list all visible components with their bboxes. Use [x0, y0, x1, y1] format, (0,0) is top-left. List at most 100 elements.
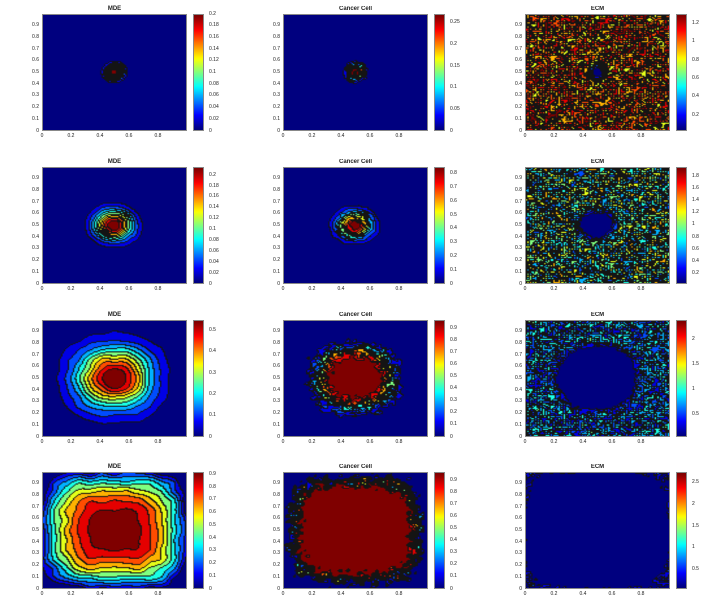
heatmap-field — [43, 321, 186, 436]
colorbar-tick-label: 0 — [450, 433, 453, 440]
x-tick-label: 0.6 — [366, 133, 374, 139]
y-tick-label: 0.4 — [515, 80, 522, 87]
colorbar-tick-label: 0.04 — [209, 258, 219, 265]
y-tick-label: 0.6 — [273, 210, 280, 217]
x-tick-label: 0.4 — [96, 133, 104, 139]
colorbar-tick-label: 0.12 — [209, 215, 219, 222]
y-tick-label: 0.9 — [32, 328, 39, 335]
colorbar-tick-label: 1 — [692, 221, 695, 228]
colorbar-tick-label: 0 — [450, 280, 453, 287]
y-tick-label: 0.5 — [32, 527, 39, 533]
y-tick-label: 0.5 — [273, 375, 280, 381]
x-tick-label: 0.2 — [67, 591, 75, 597]
y-tick-label: 0.2 — [273, 257, 280, 264]
y-tick-label: 0.9 — [515, 480, 522, 487]
y-tick-label: 0.1 — [515, 115, 522, 122]
y-tick-label: 0.1 — [515, 421, 522, 428]
x-tick-label: 0.8 — [395, 591, 403, 597]
colorbar-gradient — [677, 321, 686, 436]
colorbar-tick-label: 0.2 — [450, 252, 457, 259]
y-tick-label: 0.6 — [515, 210, 522, 217]
colorbar — [193, 320, 204, 437]
y-tick-label: 0 — [277, 433, 280, 440]
colorbar-tick-label: 0 — [209, 127, 212, 134]
x-tick-label: 0 — [523, 591, 527, 597]
y-tick-label: 0.9 — [32, 175, 39, 182]
colorbar-gradient — [677, 15, 686, 130]
colorbar-tick-label: 0.3 — [450, 549, 457, 556]
x-tick-label: 0.6 — [125, 439, 133, 445]
y-tick-label: 0.8 — [32, 33, 39, 40]
y-tick-label: 0.5 — [515, 69, 522, 75]
x-tick-label: 0 — [40, 591, 44, 597]
heatmap-field — [284, 168, 427, 283]
colorbar — [193, 167, 204, 284]
x-tick-label: 0 — [40, 439, 44, 445]
heatmap-axes — [42, 167, 187, 284]
colorbar-tick-label: 0.02 — [209, 269, 219, 276]
y-tick-label: 0.2 — [32, 257, 39, 264]
y-tick-label: 0.4 — [32, 233, 39, 240]
y-tick-label: 0.2 — [32, 562, 39, 569]
y-tick-label: 0.9 — [32, 22, 39, 29]
y-tick-label: 0.8 — [273, 186, 280, 193]
y-tick-label: 0.2 — [273, 104, 280, 111]
x-tick-label: 0.4 — [96, 439, 104, 445]
y-tick-label: 0.8 — [515, 186, 522, 193]
y-tick-label: 0.4 — [273, 233, 280, 240]
y-tick-label: 0.9 — [515, 22, 522, 29]
colorbar-tick-label: 0.14 — [209, 204, 219, 211]
colorbar-tick-label: 0 — [209, 280, 212, 287]
y-tick-label: 0.4 — [32, 538, 39, 545]
colorbar-tick-label: 0.08 — [209, 236, 219, 243]
heatmap-field — [526, 321, 669, 436]
colorbar-tick-label: 0.7 — [450, 501, 457, 508]
y-tick-label: 0.9 — [273, 328, 280, 335]
colorbar-tick-label: 1 — [692, 386, 695, 393]
colorbar-tick-label: 0 — [450, 127, 453, 134]
y-tick-label: 0.8 — [32, 491, 39, 498]
y-tick-label: 0.6 — [32, 515, 39, 522]
x-tick-label: 0.8 — [637, 591, 645, 597]
y-tick-label: 0 — [36, 585, 39, 592]
x-tick-label: 0.4 — [337, 286, 345, 292]
y-tick-label: 0.6 — [273, 57, 280, 64]
panel-title: ECM — [590, 312, 605, 318]
y-tick-label: 0.1 — [273, 421, 280, 428]
y-tick-label: 0 — [277, 280, 280, 287]
y-tick-label: 0.3 — [273, 245, 280, 252]
colorbar-tick-label: 0.1 — [209, 412, 216, 419]
y-tick-label: 0.5 — [273, 527, 280, 533]
colorbar-tick-label: 0.6 — [450, 197, 457, 204]
colorbar-tick-label: 1.2 — [692, 19, 699, 26]
y-tick-label: 0.1 — [273, 268, 280, 275]
colorbar-tick-label: 0.5 — [209, 521, 216, 528]
x-tick-label: 0 — [281, 133, 285, 139]
heatmap-field — [284, 473, 427, 588]
x-tick-label: 0.6 — [608, 286, 616, 292]
y-tick-label: 0.6 — [515, 363, 522, 370]
y-tick-label: 0.3 — [515, 398, 522, 405]
colorbar-tick-label: 0.5 — [450, 525, 457, 532]
x-tick-label: 0.6 — [125, 133, 133, 139]
panel-title: MDE — [107, 312, 122, 318]
colorbar-tick-label: 0.06 — [209, 92, 219, 99]
colorbar-tick-label: 0.04 — [209, 104, 219, 111]
colorbar-tick-label: 0.18 — [209, 22, 219, 29]
colorbar — [676, 167, 687, 284]
y-tick-label: 0 — [519, 585, 522, 592]
y-tick-label: 0.7 — [273, 198, 280, 205]
colorbar-tick-label: 0.5 — [450, 373, 457, 380]
y-tick-label: 0.1 — [273, 115, 280, 122]
x-tick-label: 0.4 — [337, 591, 345, 597]
heatmap-axes — [42, 472, 187, 589]
y-tick-label: 0.6 — [32, 363, 39, 370]
colorbar-tick-label: 0.9 — [450, 324, 457, 331]
heatmap-field — [526, 15, 669, 130]
y-tick-label: 0.3 — [32, 92, 39, 99]
colorbar-tick-label: 0 — [450, 585, 453, 592]
colorbar-tick-label: 0.7 — [450, 349, 457, 356]
y-tick-label: 0.4 — [515, 386, 522, 393]
colorbar-tick-label: 0.4 — [209, 348, 216, 355]
x-tick-label: 0.2 — [550, 286, 558, 292]
